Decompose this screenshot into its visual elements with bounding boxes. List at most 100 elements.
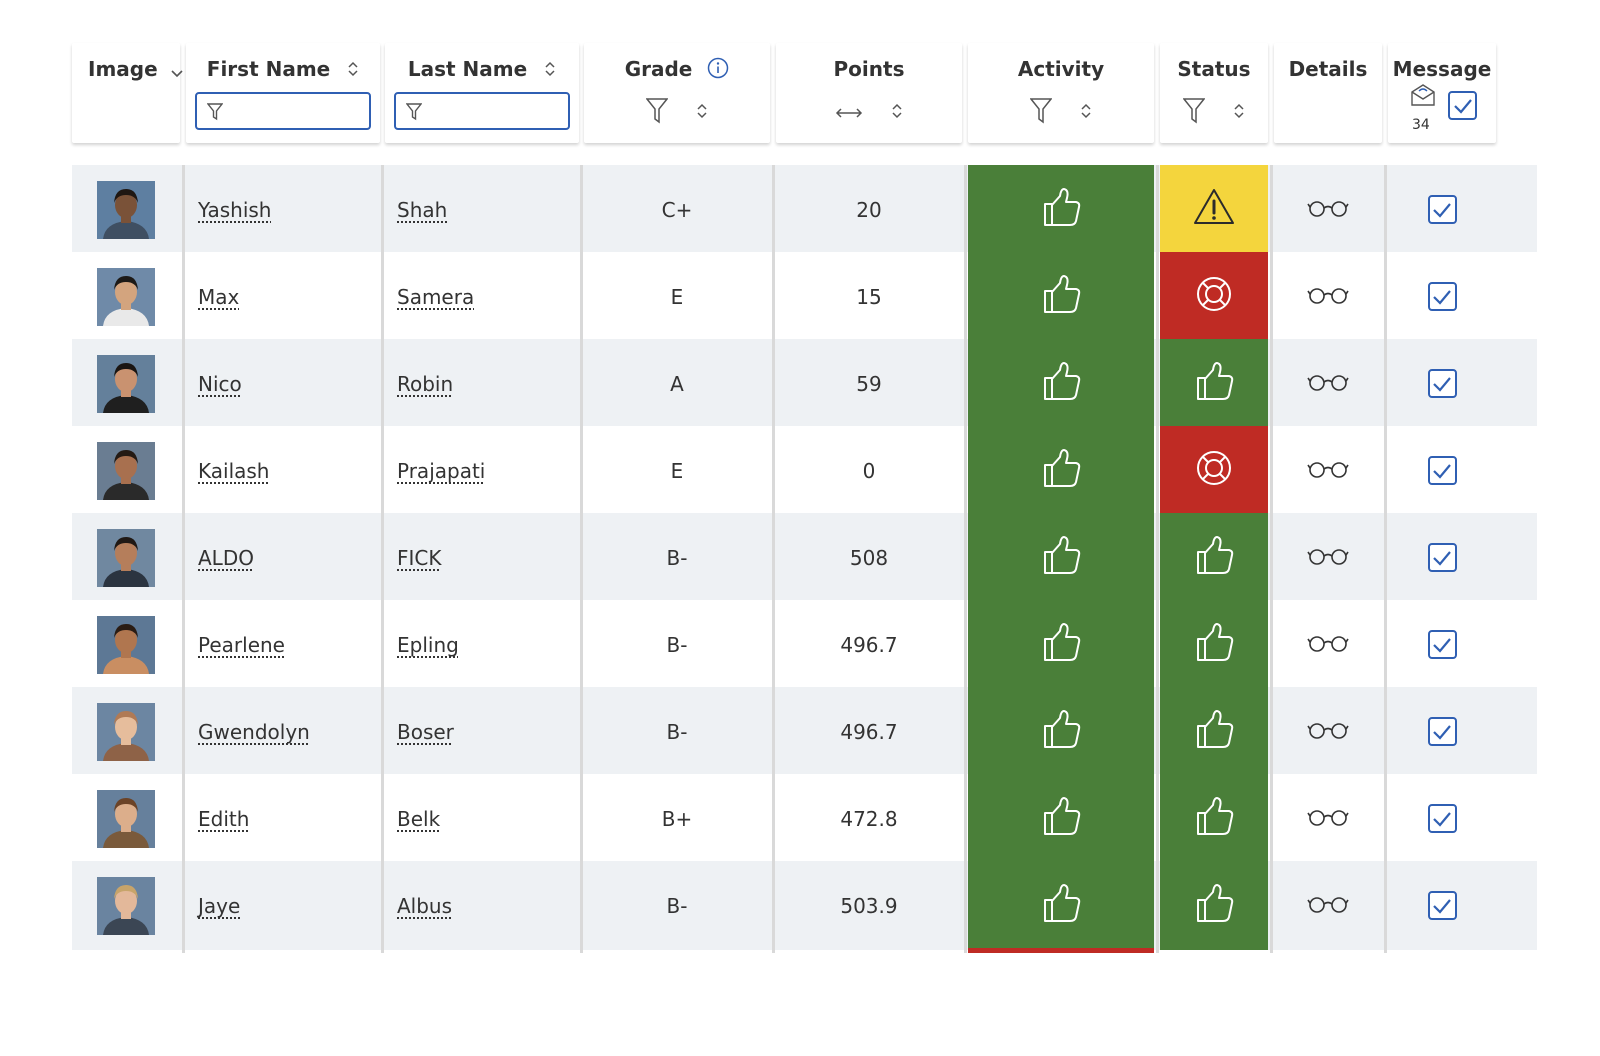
glasses-icon[interactable] <box>1307 807 1349 831</box>
status-cell[interactable] <box>1160 513 1268 602</box>
first-name-link[interactable]: Kailash <box>198 458 270 483</box>
grid-header: Image First Name Last Name <box>72 43 1537 147</box>
last-name-link[interactable]: Boser <box>397 719 454 744</box>
column-divider[interactable] <box>964 165 967 953</box>
row-select-checkbox[interactable] <box>1427 630 1457 659</box>
last-name-link[interactable]: Samera <box>397 284 475 309</box>
glasses-icon[interactable] <box>1307 633 1349 657</box>
last-name-link[interactable]: Prajapati <box>397 458 486 483</box>
first-name-filter-field[interactable] <box>195 92 371 130</box>
glasses-icon[interactable] <box>1307 198 1349 222</box>
avatar <box>97 702 155 761</box>
last-name-link[interactable]: Belk <box>397 806 441 831</box>
glasses-icon[interactable] <box>1307 372 1349 396</box>
first-name-link[interactable]: ALDO <box>198 545 254 570</box>
filter-icon[interactable] <box>645 98 669 128</box>
row-select-checkbox[interactable] <box>1427 543 1457 572</box>
status-cell[interactable] <box>1160 687 1268 776</box>
first-name-link[interactable]: Gwendolyn <box>198 719 310 744</box>
image-cell <box>72 426 180 515</box>
first-name-link[interactable]: Jaye <box>198 893 241 918</box>
sort-icon[interactable] <box>1080 102 1092 124</box>
grade-cell: B- <box>584 513 770 602</box>
activity-cell[interactable] <box>968 513 1154 602</box>
select-all-checkbox[interactable] <box>1448 91 1477 120</box>
thumbs-up-icon <box>1039 794 1083 843</box>
sort-icon[interactable] <box>891 102 903 124</box>
grade-value: C+ <box>661 197 693 222</box>
row-select-checkbox[interactable] <box>1427 717 1457 746</box>
column-divider[interactable] <box>1270 165 1273 953</box>
glasses-icon[interactable] <box>1307 894 1349 918</box>
sort-icon[interactable] <box>696 102 708 124</box>
column-divider[interactable] <box>1156 165 1159 953</box>
grade-cell: E <box>584 426 770 515</box>
activity-cell[interactable] <box>968 861 1154 950</box>
first-name-link[interactable]: Edith <box>198 806 250 831</box>
glasses-icon[interactable] <box>1307 285 1349 309</box>
details-cell <box>1274 165 1382 254</box>
activity-cell[interactable] <box>968 165 1154 254</box>
row-select-checkbox[interactable] <box>1427 195 1457 224</box>
status-cell[interactable] <box>1160 600 1268 689</box>
message-cell <box>1388 513 1496 602</box>
image-cell <box>72 339 180 428</box>
status-cell[interactable] <box>1160 774 1268 863</box>
column-divider[interactable] <box>381 165 384 953</box>
avatar <box>97 528 155 587</box>
points-value: 508 <box>849 545 889 570</box>
filter-icon[interactable] <box>1182 98 1206 128</box>
first-name-link[interactable]: Max <box>198 284 240 309</box>
message-cell <box>1388 600 1496 689</box>
status-cell[interactable] <box>1160 339 1268 428</box>
last-name-filter-field[interactable] <box>394 92 570 130</box>
row-select-checkbox[interactable] <box>1427 456 1457 485</box>
first-name-filter-input[interactable] <box>229 98 365 124</box>
status-cell[interactable] <box>1160 861 1268 950</box>
row-select-checkbox[interactable] <box>1427 282 1457 311</box>
first-name-link[interactable]: Pearlene <box>198 632 285 657</box>
activity-cell[interactable] <box>968 426 1154 515</box>
message-cell <box>1388 687 1496 776</box>
resize-arrows-icon[interactable] <box>835 104 863 123</box>
activity-cell[interactable] <box>968 339 1154 428</box>
table-row: ALDO FICK B- 508 <box>72 513 1537 602</box>
last-name-link[interactable]: Albus <box>397 893 453 918</box>
column-divider[interactable] <box>182 165 185 953</box>
last-name-link[interactable]: Robin <box>397 371 454 396</box>
column-divider[interactable] <box>772 165 775 953</box>
sort-icon[interactable] <box>347 59 359 83</box>
filter-icon[interactable] <box>1029 98 1053 128</box>
table-row: Kailash Prajapati E 0 <box>72 426 1537 515</box>
column-header-image[interactable]: Image <box>72 43 183 143</box>
sort-icon[interactable] <box>544 59 556 83</box>
column-divider[interactable] <box>1384 165 1387 953</box>
last-name-link[interactable]: Shah <box>397 197 448 222</box>
table-row: Edith Belk B+ 472.8 <box>72 774 1537 863</box>
sort-icon[interactable] <box>1233 102 1245 124</box>
status-cell[interactable] <box>1160 252 1268 341</box>
glasses-icon[interactable] <box>1307 546 1349 570</box>
activity-cell[interactable] <box>968 600 1154 689</box>
status-cell[interactable] <box>1160 165 1268 254</box>
column-divider[interactable] <box>580 165 583 953</box>
activity-cell[interactable] <box>968 687 1154 776</box>
activity-cell[interactable] <box>968 774 1154 863</box>
info-icon[interactable] <box>707 57 729 84</box>
last-name-link[interactable]: FICK <box>397 545 442 570</box>
first-name-link[interactable]: Yashish <box>198 197 272 222</box>
envelope-icon[interactable] <box>1410 83 1436 111</box>
row-select-checkbox[interactable] <box>1427 804 1457 833</box>
status-cell[interactable] <box>1160 426 1268 515</box>
chevron-down-icon[interactable] <box>171 59 183 83</box>
last-name-link[interactable]: Epling <box>397 632 459 657</box>
column-header-grade: Grade <box>584 43 770 143</box>
glasses-icon[interactable] <box>1307 720 1349 744</box>
row-select-checkbox[interactable] <box>1427 369 1457 398</box>
activity-cell[interactable] <box>968 252 1154 341</box>
glasses-icon[interactable] <box>1307 459 1349 483</box>
avatar <box>97 789 155 848</box>
last-name-filter-input[interactable] <box>428 98 564 124</box>
row-select-checkbox[interactable] <box>1427 891 1457 920</box>
first-name-link[interactable]: Nico <box>198 371 242 396</box>
